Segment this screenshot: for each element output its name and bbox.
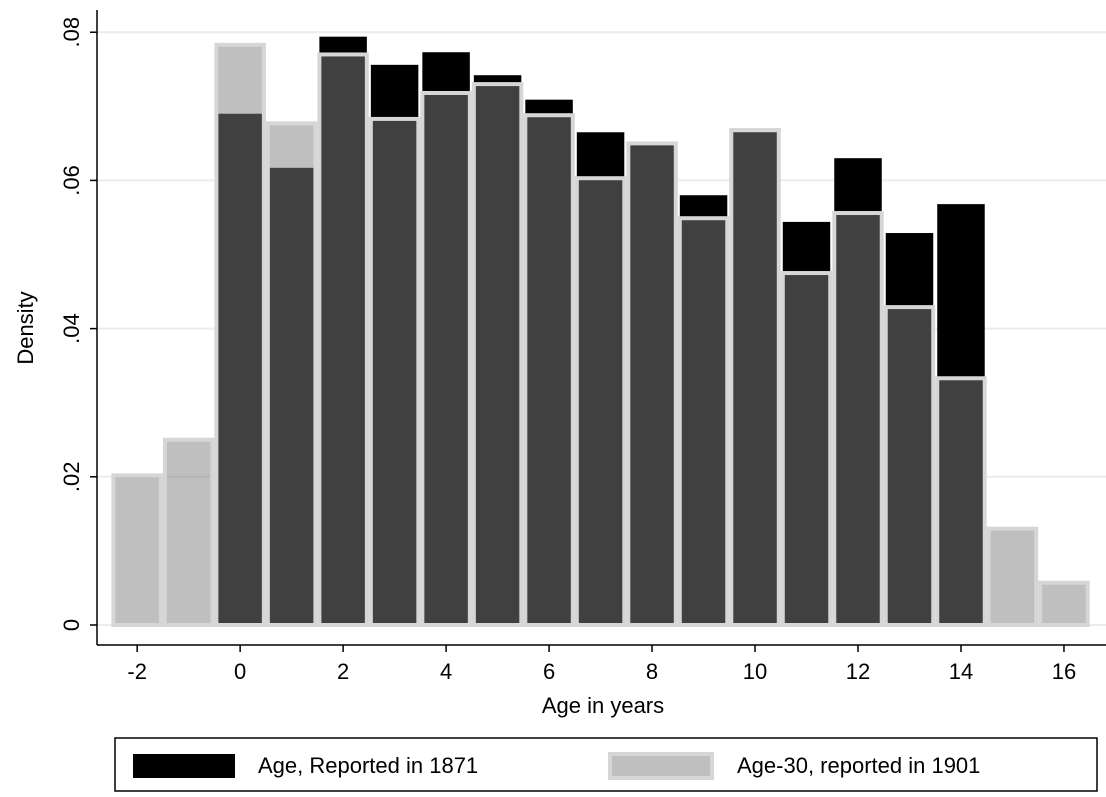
bar (626, 141, 678, 627)
y-tick-label: .08 (59, 17, 84, 48)
legend-swatch (133, 754, 235, 778)
bar (368, 116, 421, 627)
bar (162, 437, 215, 627)
x-tick-label: 2 (337, 659, 349, 684)
x-tick-label: 12 (846, 659, 870, 684)
bar (883, 305, 936, 627)
bar (317, 52, 369, 627)
x-tick-label: 6 (543, 659, 555, 684)
x-axis-label: Age in years (542, 693, 664, 718)
x-tick-label: 0 (234, 659, 246, 684)
y-tick-label: .04 (59, 313, 84, 344)
bar (111, 473, 163, 627)
bar (986, 526, 1039, 627)
bar (832, 211, 884, 627)
bar (471, 82, 524, 627)
y-tick-label: .02 (59, 462, 84, 493)
x-tick-label: 8 (646, 659, 658, 684)
legend-swatch (608, 752, 714, 780)
bar (729, 128, 781, 627)
legend-label: Age-30, reported in 1901 (737, 753, 980, 778)
y-axis-label: Density (13, 291, 38, 364)
y-tick-label: 0 (59, 619, 84, 631)
bar (780, 271, 833, 627)
bar (1038, 580, 1090, 627)
bar (523, 113, 575, 627)
x-tick-label: 10 (743, 659, 767, 684)
x-tick-label: 14 (949, 659, 973, 684)
bar (935, 376, 987, 627)
legend-label: Age, Reported in 1871 (258, 753, 478, 778)
bar (574, 176, 627, 627)
legend-box (114, 737, 1098, 792)
bar (265, 121, 318, 627)
y-tick-label: .06 (59, 165, 84, 196)
x-tick-label: 16 (1052, 659, 1076, 684)
x-tick-label: -2 (127, 659, 147, 684)
bar (677, 216, 730, 627)
x-tick-label: 4 (440, 659, 452, 684)
bar (214, 42, 266, 627)
bar (420, 90, 472, 627)
